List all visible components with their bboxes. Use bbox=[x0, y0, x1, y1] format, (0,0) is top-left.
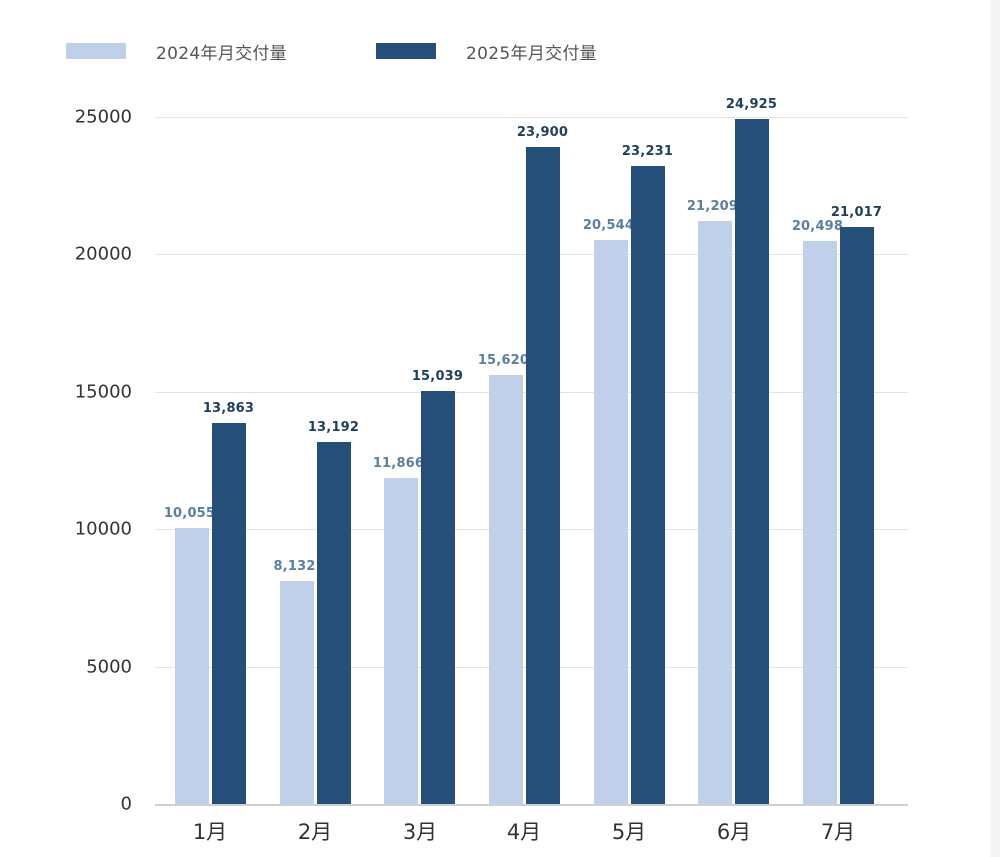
y-tick-label: 10000 bbox=[74, 518, 132, 540]
x-tick-label: 6月 bbox=[716, 820, 752, 844]
data-label-2024: 20,498 bbox=[791, 218, 844, 234]
data-label-2025: 23,900 bbox=[516, 125, 569, 141]
data-label-2024: 10,055 bbox=[163, 506, 216, 522]
y-tick-label: 25000 bbox=[74, 106, 132, 128]
x-tick-label: 4月 bbox=[506, 820, 542, 844]
bar-2024 bbox=[593, 239, 628, 805]
data-label-2024: 20,544 bbox=[582, 217, 635, 233]
data-label-2025: 24,925 bbox=[725, 97, 778, 113]
data-label-2025: 15,039 bbox=[411, 369, 464, 385]
data-label-2025: 21,017 bbox=[830, 204, 883, 220]
x-tick-label: 5月 bbox=[611, 820, 647, 844]
data-label-2025: 13,863 bbox=[202, 401, 255, 417]
x-tick-label: 2月 bbox=[297, 820, 333, 844]
bar-2025 bbox=[839, 226, 874, 805]
data-label-2024: 11,866 bbox=[372, 456, 425, 472]
bar-2025 bbox=[316, 441, 351, 805]
legend-label-2024: 2024年月交付量 bbox=[156, 43, 287, 64]
legend-item-2024: 2024年月交付量 bbox=[66, 38, 287, 64]
bar-2024 bbox=[279, 581, 314, 805]
data-label-2025: 23,231 bbox=[621, 143, 674, 159]
legend-item-2025: 2025年月交付量 bbox=[376, 38, 597, 64]
legend-label-2025: 2025年月交付量 bbox=[466, 43, 597, 64]
data-label-2024: 15,620 bbox=[477, 353, 530, 369]
right-edge-strip bbox=[991, 0, 1000, 857]
bar-2025 bbox=[211, 423, 246, 805]
legend-swatch-2024 bbox=[66, 43, 126, 59]
bar-2024 bbox=[802, 240, 837, 805]
data-label-2025: 13,192 bbox=[307, 419, 360, 435]
x-tick-label: 3月 bbox=[402, 820, 438, 844]
bar-2025 bbox=[525, 147, 560, 805]
bar-2024 bbox=[697, 221, 732, 805]
y-tick-label: 15000 bbox=[74, 381, 132, 403]
gridline bbox=[155, 117, 908, 118]
data-label-2024: 8,132 bbox=[273, 559, 316, 575]
legend-swatch-2025 bbox=[376, 43, 436, 59]
bar-2025 bbox=[630, 165, 665, 805]
bar-2024 bbox=[488, 375, 523, 805]
y-tick-label: 5000 bbox=[86, 656, 132, 678]
x-axis-baseline bbox=[155, 804, 908, 806]
y-tick-label: 20000 bbox=[74, 243, 132, 265]
data-label-2024: 21,209 bbox=[686, 199, 739, 215]
x-tick-label: 1月 bbox=[192, 820, 228, 844]
bar-2025 bbox=[734, 119, 769, 805]
y-tick-label: 0 bbox=[120, 793, 132, 815]
bar-2025 bbox=[420, 391, 455, 805]
x-tick-label: 7月 bbox=[820, 820, 856, 844]
bar-2024 bbox=[174, 528, 209, 805]
bar-2024 bbox=[383, 478, 418, 805]
